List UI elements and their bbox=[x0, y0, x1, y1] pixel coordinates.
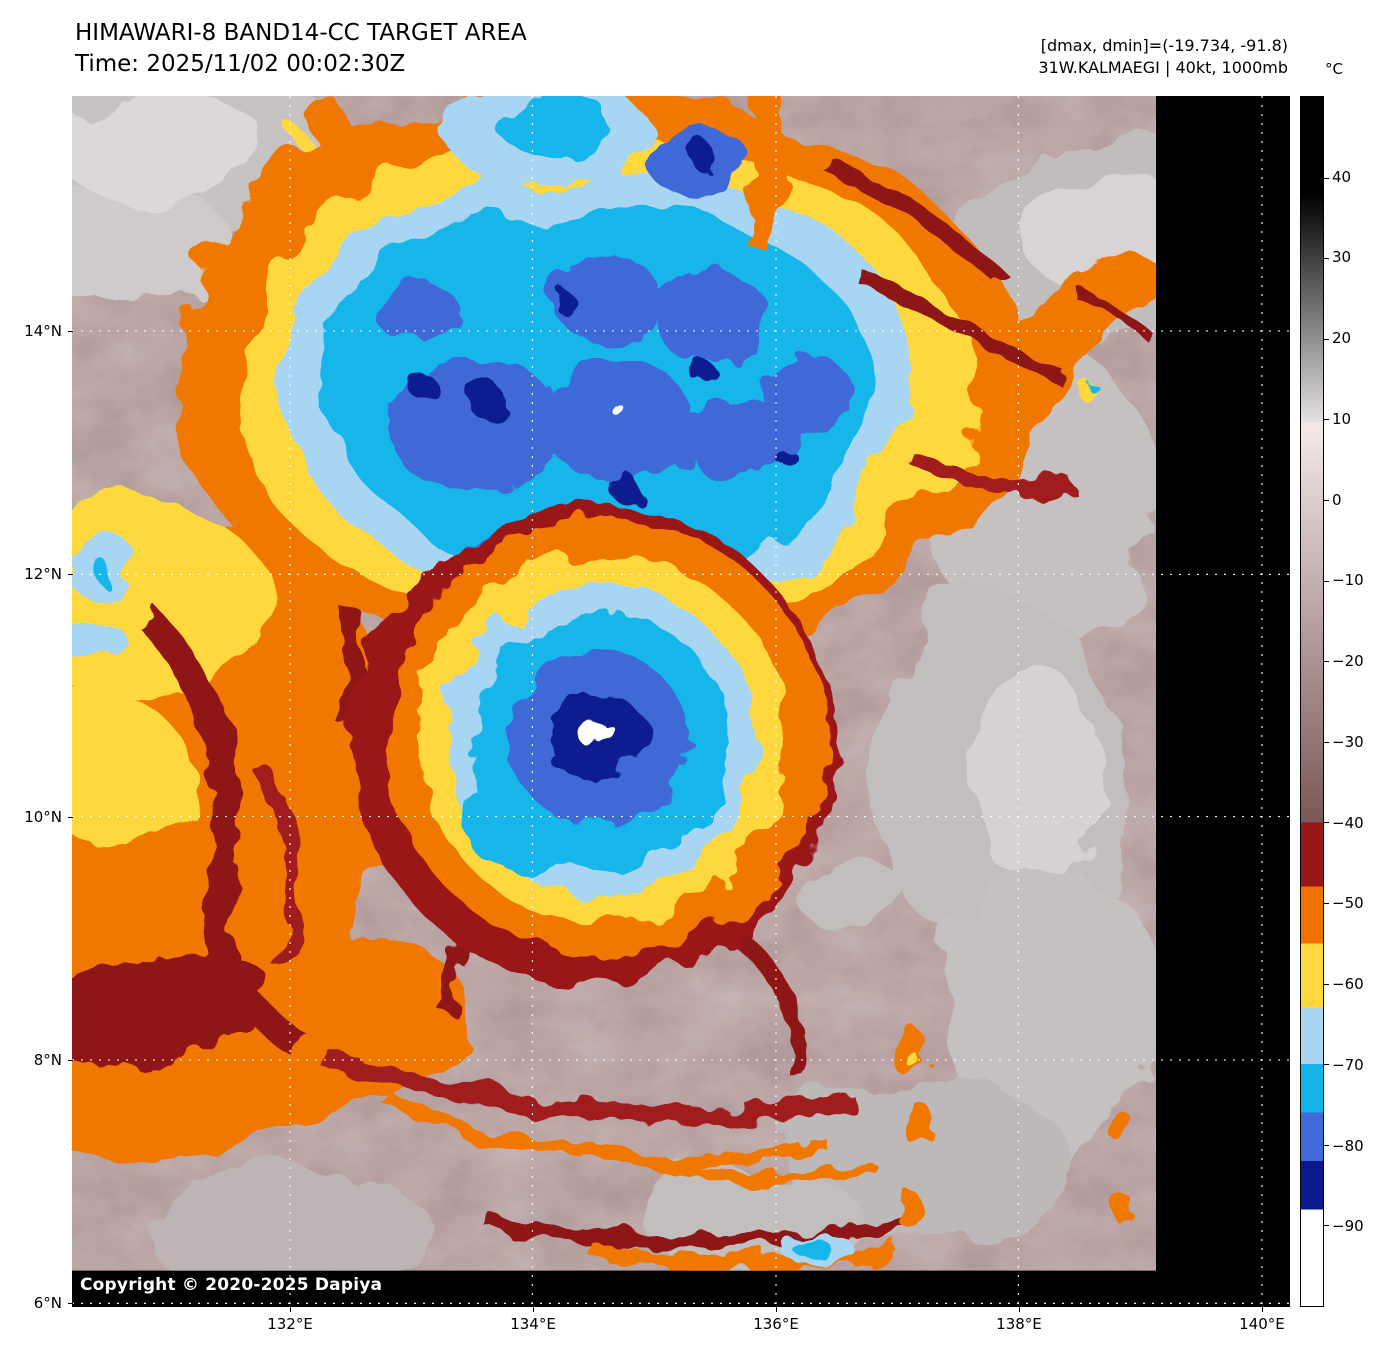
lon-axis-label: 140°E bbox=[1239, 1315, 1285, 1333]
north-cold-cells bbox=[377, 96, 852, 592]
lon-axis-tick bbox=[776, 1307, 777, 1312]
lat-axis-label: 6°N bbox=[33, 1294, 62, 1313]
lat-axis-tick bbox=[68, 1060, 73, 1062]
colorbar-tick-mark bbox=[1324, 500, 1329, 501]
lon-axis-tick bbox=[533, 1307, 534, 1312]
colorbar-tick-label: −40 bbox=[1332, 813, 1364, 832]
lon-axis-label: 138°E bbox=[996, 1315, 1042, 1333]
figure-title: HIMAWARI-8 BAND14-CC TARGET AREA bbox=[75, 20, 527, 46]
colorbar-tick-label: 0 bbox=[1332, 490, 1342, 509]
figure-time: Time: 2025/11/02 00:02:30Z bbox=[75, 51, 406, 77]
colorbar-tick-label: −20 bbox=[1332, 652, 1364, 671]
annotation-dminmax: [dmax, dmin]=(-19.734, -91.8) bbox=[1040, 36, 1288, 55]
colorbar-tick-mark bbox=[1324, 258, 1329, 260]
colorbar-tick-label: −30 bbox=[1332, 732, 1364, 751]
storm-core bbox=[350, 504, 834, 984]
colorbar-tick-mark bbox=[1324, 741, 1329, 743]
lat-axis-label: 10°N bbox=[24, 808, 62, 827]
gridlines bbox=[72, 96, 1290, 1307]
colorbar-tick-mark bbox=[1324, 903, 1329, 904]
lat-axis-tick bbox=[68, 330, 73, 332]
lat-axis-label: 12°N bbox=[24, 564, 62, 583]
colorbar-tick-mark bbox=[1324, 822, 1329, 824]
lon-axis-label: 134°E bbox=[510, 1315, 556, 1333]
lat-axis-tick bbox=[68, 817, 73, 819]
annotation-storm: 31W.KALMAEGI | 40kt, 1000mb bbox=[1038, 58, 1288, 77]
colorbar-tick-label: −80 bbox=[1332, 1136, 1364, 1155]
colorbar-tick-label: −50 bbox=[1332, 894, 1364, 913]
colorbar-tick-label: 20 bbox=[1332, 329, 1352, 348]
lon-axis-labels: 132°E 134°E 136°E 138°E 140°E bbox=[72, 1307, 1290, 1335]
colorbar-unit-label: °C bbox=[1325, 60, 1343, 78]
lat-axis-tick bbox=[68, 1303, 73, 1305]
colorbar-tick-mark bbox=[1324, 1144, 1329, 1146]
colorbar-tick-mark bbox=[1324, 338, 1329, 340]
lon-axis-tick bbox=[1261, 1307, 1263, 1312]
colorbar-tick-labels: 40 30 20 10 0 −10 −20 −30 −40 −50 −60 −70 −80 −90 bbox=[1332, 96, 1388, 1307]
colorbar-tick-label: −10 bbox=[1332, 571, 1364, 590]
imagery-layer bbox=[72, 96, 1157, 1271]
colorbar-tick-label: 10 bbox=[1332, 409, 1352, 428]
colorbar-tick-mark bbox=[1324, 661, 1329, 663]
colorbar-tick-mark bbox=[1324, 419, 1329, 421]
colorbar-tick-mark bbox=[1324, 177, 1329, 179]
map-plot: Copyright © 2020-2025 Dapiya bbox=[72, 96, 1290, 1307]
colorbar-tick-label: −70 bbox=[1332, 1055, 1364, 1074]
colorbar-tick-label: −90 bbox=[1332, 1217, 1364, 1236]
colorbar bbox=[1300, 96, 1329, 1307]
colorbar-tick-label: −60 bbox=[1332, 975, 1364, 994]
copyright-text: Copyright © 2020-2025 Dapiya bbox=[80, 1275, 383, 1295]
colorbar-tick-mark bbox=[1324, 580, 1329, 582]
satellite-image bbox=[72, 96, 1290, 1307]
lon-axis-label: 136°E bbox=[753, 1315, 799, 1333]
lat-axis-label: 8°N bbox=[33, 1051, 62, 1070]
colorbar-tick-mark bbox=[1324, 1225, 1329, 1227]
south-rainbands bbox=[318, 927, 1135, 1271]
lat-axis-labels: 14°N 12°N 10°N 8°N 6°N bbox=[0, 96, 73, 1312]
colorbar-tick-mark bbox=[1324, 1064, 1329, 1066]
colorbar-tick-mark bbox=[1324, 983, 1329, 985]
lat-axis-label: 14°N bbox=[24, 321, 62, 340]
lon-axis-tick bbox=[290, 1307, 292, 1312]
lon-axis-tick bbox=[1018, 1307, 1020, 1312]
lon-axis-label: 132°E bbox=[267, 1315, 313, 1333]
lat-axis-tick bbox=[68, 573, 73, 575]
colorbar-tick-label: 40 bbox=[1332, 167, 1352, 186]
colorbar-tick-label: 30 bbox=[1332, 248, 1352, 267]
